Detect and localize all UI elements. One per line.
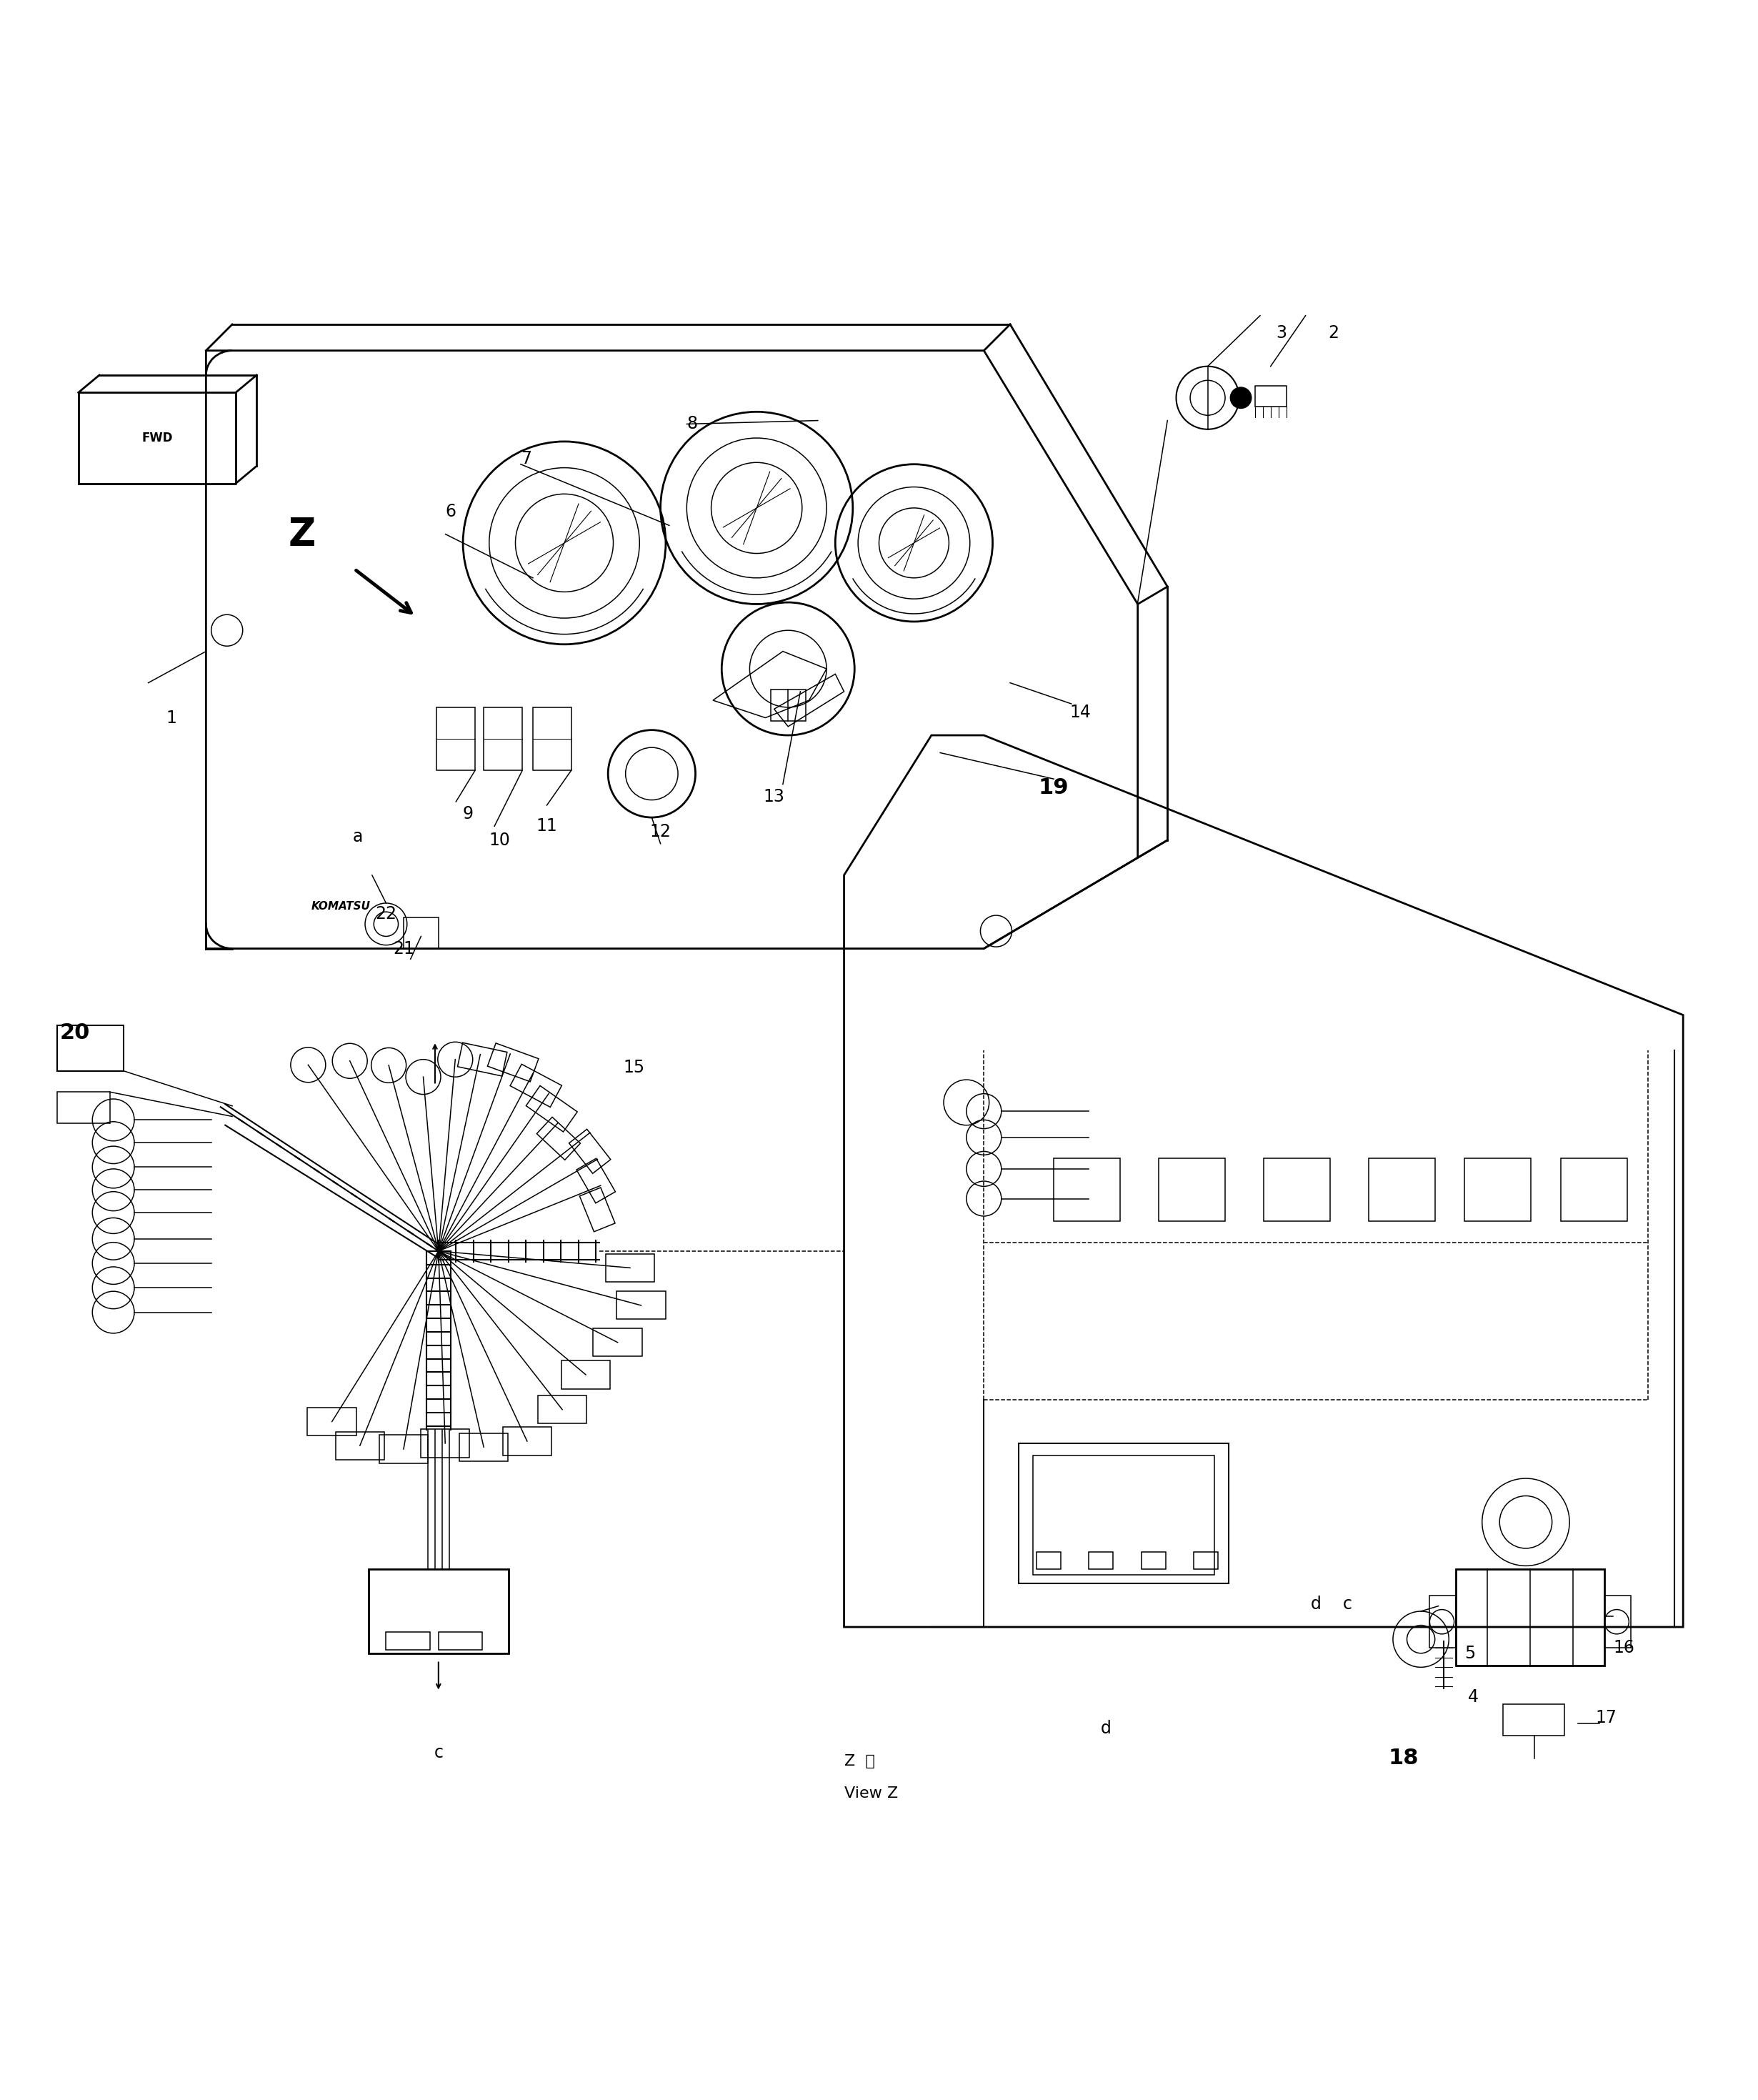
Text: 14: 14 xyxy=(1069,704,1090,720)
Text: 2: 2 xyxy=(1327,326,1340,342)
Text: a: a xyxy=(353,827,364,846)
Bar xyxy=(1159,1159,1225,1222)
Text: 15: 15 xyxy=(624,1058,645,1075)
Bar xyxy=(605,1254,654,1281)
Text: 3: 3 xyxy=(1276,326,1287,342)
Bar xyxy=(1088,1552,1113,1569)
Bar xyxy=(503,1428,552,1455)
Text: 6: 6 xyxy=(445,502,455,521)
Bar xyxy=(1503,1703,1565,1735)
Bar xyxy=(570,1130,610,1174)
Bar xyxy=(1456,1569,1605,1665)
Bar xyxy=(387,1632,429,1651)
Bar xyxy=(1561,1159,1628,1222)
Text: 13: 13 xyxy=(763,788,784,804)
Text: 5: 5 xyxy=(1464,1644,1475,1661)
Bar xyxy=(510,1065,563,1107)
Bar xyxy=(1020,1443,1229,1583)
Text: 19: 19 xyxy=(1039,777,1069,798)
Bar xyxy=(436,708,475,771)
Bar xyxy=(536,1117,580,1159)
Text: 8: 8 xyxy=(687,416,698,433)
Bar xyxy=(1429,1596,1456,1648)
Text: 20: 20 xyxy=(60,1023,90,1044)
Text: d: d xyxy=(1311,1596,1322,1613)
Text: 9: 9 xyxy=(462,806,473,823)
Bar xyxy=(369,1569,508,1653)
Bar xyxy=(404,918,438,949)
Text: 16: 16 xyxy=(1614,1640,1635,1657)
Text: KOMATSU: KOMATSU xyxy=(311,901,371,911)
Bar xyxy=(308,1407,357,1436)
Bar xyxy=(1194,1552,1218,1569)
Text: 1: 1 xyxy=(165,710,176,727)
Text: 18: 18 xyxy=(1389,1747,1419,1768)
Text: FWD: FWD xyxy=(141,433,172,445)
Bar xyxy=(1035,1552,1060,1569)
Bar xyxy=(770,689,805,720)
Text: 4: 4 xyxy=(1468,1688,1478,1705)
Bar xyxy=(380,1434,427,1464)
Bar xyxy=(561,1361,610,1388)
Bar xyxy=(538,1396,587,1424)
Text: d: d xyxy=(1101,1720,1111,1737)
Bar xyxy=(1605,1596,1631,1648)
Bar xyxy=(459,1432,508,1462)
Bar xyxy=(580,1189,615,1233)
Bar xyxy=(420,1430,469,1457)
Bar xyxy=(58,1092,109,1124)
Text: 7: 7 xyxy=(520,449,531,468)
Bar xyxy=(483,708,522,771)
Bar xyxy=(592,1329,642,1357)
Bar xyxy=(533,708,571,771)
Bar xyxy=(336,1432,385,1459)
Bar xyxy=(1368,1159,1435,1222)
Bar xyxy=(1141,1552,1166,1569)
Bar xyxy=(1264,1159,1331,1222)
Text: c: c xyxy=(434,1745,443,1762)
Bar xyxy=(617,1291,666,1319)
Text: Z: Z xyxy=(288,517,316,552)
Text: 10: 10 xyxy=(489,832,510,848)
Circle shape xyxy=(1231,386,1252,407)
Bar xyxy=(58,1025,123,1071)
Text: Z  視: Z 視 xyxy=(844,1754,875,1768)
Bar xyxy=(1034,1455,1215,1575)
Bar xyxy=(1255,386,1287,407)
Text: 11: 11 xyxy=(536,817,557,836)
Text: 17: 17 xyxy=(1596,1709,1617,1726)
Text: 12: 12 xyxy=(650,823,672,840)
Text: 22: 22 xyxy=(374,905,397,922)
Text: 21: 21 xyxy=(392,941,415,958)
Bar xyxy=(577,1159,615,1203)
Bar xyxy=(438,1632,482,1651)
Text: View Z: View Z xyxy=(844,1785,898,1800)
Bar xyxy=(1464,1159,1531,1222)
Bar xyxy=(1053,1159,1120,1222)
Bar xyxy=(457,1044,506,1075)
Bar xyxy=(526,1086,577,1132)
Bar xyxy=(487,1044,538,1082)
Text: c: c xyxy=(1343,1596,1352,1613)
